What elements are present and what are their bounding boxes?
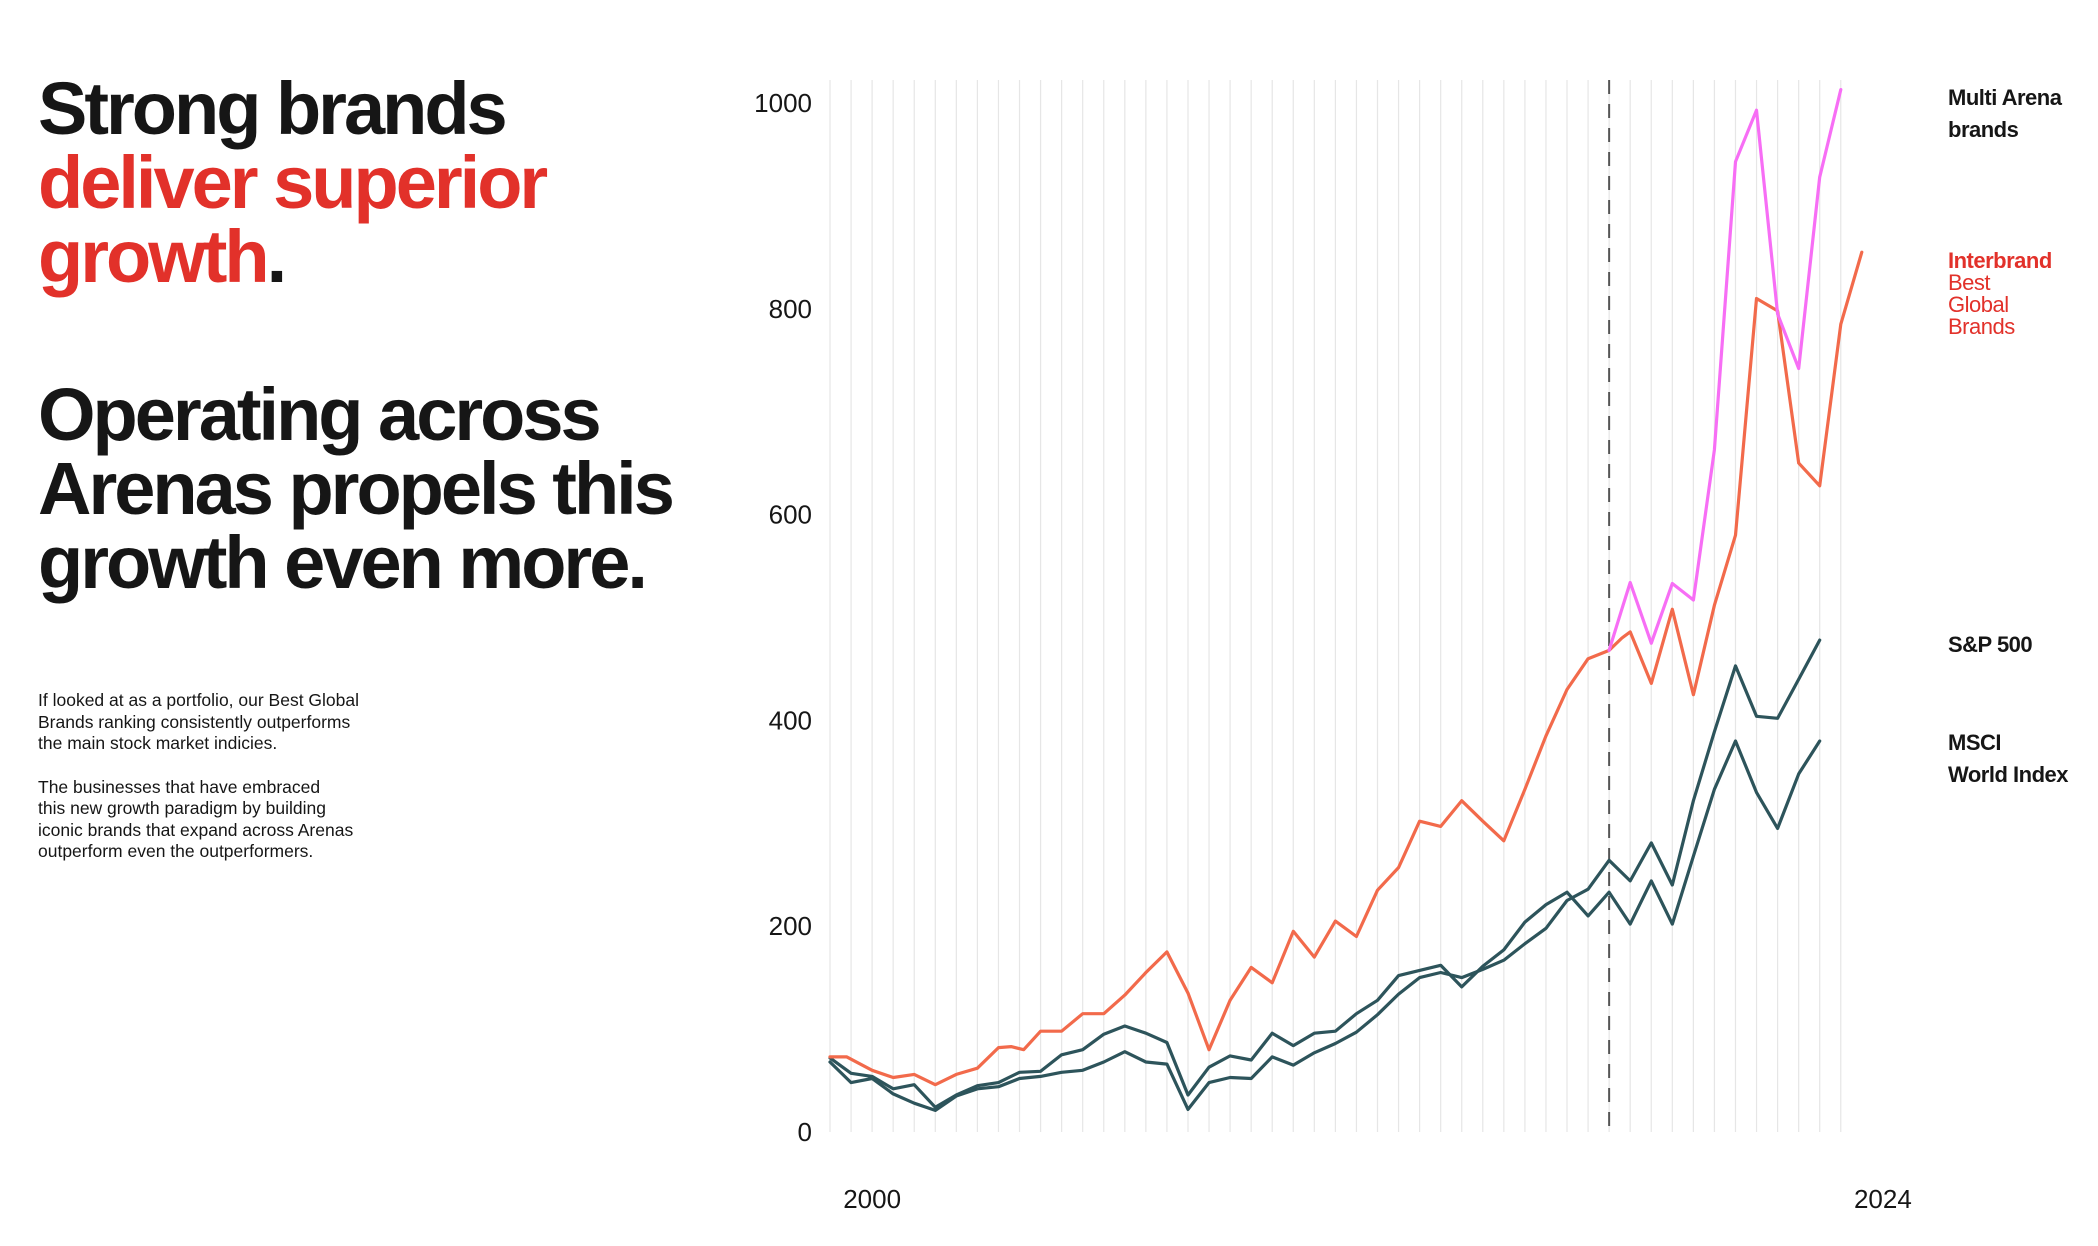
- series-lines: [828, 88, 1864, 1112]
- x-tick-label-2024: 2024: [1854, 1184, 1912, 1214]
- series-labels: Multi Arena brands InterbrandBestGlobalBra…: [1948, 85, 2070, 787]
- subheadline-line-3: growth even more.: [38, 521, 648, 604]
- series-label-multi-arena-brands-1: brands: [1948, 117, 2019, 142]
- headline-accent-line-2: deliver superior: [38, 141, 548, 224]
- x-axis-ticks: 2000 2024: [843, 1184, 1912, 1214]
- body-paragraph-2-line-4: outperform even the outperformers.: [38, 841, 314, 861]
- subheadline-line-2: Arenas propels this: [38, 447, 675, 530]
- x-tick-label-2000: 2000: [843, 1184, 901, 1214]
- y-tick-label-200: 200: [769, 911, 812, 941]
- series-line-interbrand-best-global-brands: [828, 250, 1864, 1087]
- body-paragraph-2: The businesses that have embraced this n…: [38, 777, 418, 863]
- series-label-multi-arena-brands-0: Multi Arena: [1948, 85, 2063, 110]
- headline: Strong brands deliver superior growth.: [38, 72, 718, 294]
- body-paragraph-2-line-2: this new growth paradigm by building: [38, 798, 326, 818]
- intro-panel: Strong brands deliver superior growth. O…: [38, 72, 718, 863]
- body-paragraph-1-line-2: Brands ranking consistently outperforms: [38, 711, 351, 732]
- series-label-interbrand-best-global-brands-0: Interbrand: [1948, 248, 2052, 273]
- body-paragraph-2-line-3: iconic brands that expand across Arenas: [38, 819, 354, 840]
- body-paragraph-1: If looked at as a portfolio, our Best Gl…: [38, 690, 418, 755]
- body-paragraph-2-line-1: The businesses that have embraced: [38, 776, 321, 797]
- y-tick-label-800: 800: [769, 294, 812, 324]
- y-tick-label-600: 600: [769, 500, 812, 530]
- headline-period: .: [266, 215, 287, 298]
- series-line-s-p-500: [828, 739, 1822, 1109]
- series-label-interbrand-best-global-brands-3: Brands: [1948, 314, 2015, 339]
- series-label-interbrand-best-global-brands-1: Best: [1948, 270, 1990, 295]
- y-tick-label-0: 0: [798, 1117, 812, 1147]
- y-tick-label-400: 400: [769, 705, 812, 735]
- series-label-interbrand-best-global-brands-2: Global: [1948, 292, 2009, 317]
- y-axis-ticks: 0 200 400 600 800 1000: [754, 88, 812, 1147]
- series-line-msci-world-index: [828, 638, 1822, 1112]
- series-line-multi-arena-brands: [1607, 88, 1843, 652]
- series-label-msci-world-index-0: MSCI: [1948, 730, 2001, 755]
- series-label-s-p-500-0: S&P 500: [1948, 632, 2032, 657]
- body-paragraph-1-line-1: If looked at as a portfolio, our Best Gl…: [38, 690, 360, 710]
- vertical-grid: [829, 80, 1842, 1132]
- y-tick-label-1000: 1000: [754, 88, 812, 118]
- subheadline-line-1: Operating across: [38, 373, 602, 456]
- series-label-msci-world-index-1: World Index: [1948, 762, 2069, 787]
- body-paragraph-1-line-3: the main stock market indicies.: [38, 733, 278, 753]
- subheadline: Operating across Arenas propels this gro…: [38, 378, 718, 600]
- headline-accent-line-3: growth: [38, 215, 270, 298]
- headline-line-1: Strong brands: [38, 67, 508, 150]
